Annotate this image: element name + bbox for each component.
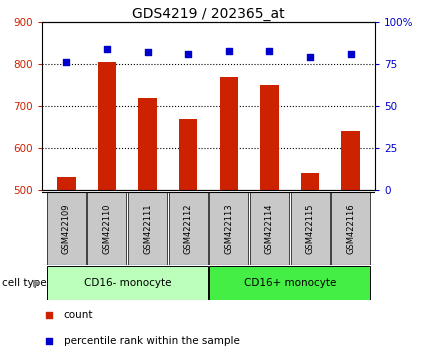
Text: GSM422109: GSM422109 (62, 203, 71, 254)
Bar (98, 62, 116, 190)
Text: GSM422116: GSM422116 (346, 203, 355, 254)
Point (144, 50, 151, 55)
Bar (220, 78, 238, 190)
Point (306, 55, 313, 60)
Bar (291, 192, 329, 265)
Text: GSM422110: GSM422110 (102, 203, 111, 254)
Point (104, 46, 111, 52)
Bar (47, 266, 208, 300)
Text: GSM422111: GSM422111 (143, 203, 152, 254)
Text: GSM422112: GSM422112 (184, 203, 193, 254)
Text: cell type: cell type (2, 278, 47, 288)
Point (45, 312, 52, 318)
Bar (260, 85, 278, 190)
Point (185, 51, 192, 57)
Bar (209, 192, 248, 265)
Text: count: count (64, 310, 93, 320)
Bar (209, 266, 370, 300)
Bar (179, 119, 197, 190)
Bar (250, 192, 289, 265)
Bar (128, 192, 167, 265)
Text: CD16+ monocyte: CD16+ monocyte (244, 278, 336, 288)
Point (45, 338, 52, 344)
Bar (47, 192, 86, 265)
Text: GSM422114: GSM422114 (265, 203, 274, 254)
Text: GSM422115: GSM422115 (306, 203, 314, 254)
Text: percentile rank within the sample: percentile rank within the sample (64, 336, 240, 346)
Bar (301, 173, 319, 190)
Point (347, 51, 354, 57)
Point (225, 48, 232, 53)
Bar (331, 192, 370, 265)
Point (266, 48, 273, 53)
Bar (342, 131, 360, 190)
Bar (139, 98, 157, 190)
Point (63, 59, 70, 65)
Bar (88, 192, 127, 265)
Text: GSM422113: GSM422113 (224, 203, 233, 254)
Text: CD16- monocyte: CD16- monocyte (84, 278, 171, 288)
Bar (169, 192, 208, 265)
Text: ▶: ▶ (33, 278, 40, 288)
Bar (57, 177, 76, 190)
Title: GDS4219 / 202365_at: GDS4219 / 202365_at (132, 7, 285, 21)
